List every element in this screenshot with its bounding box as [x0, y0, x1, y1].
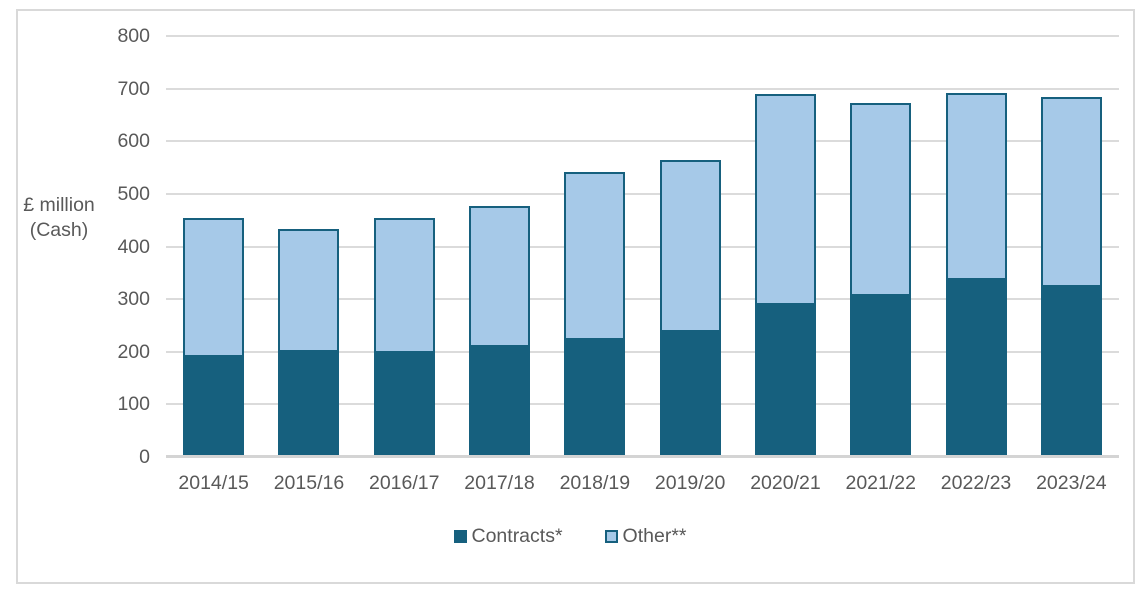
bars-layer: [166, 36, 1119, 457]
legend-label: Contracts*: [471, 525, 563, 547]
y-tick-label-300: 300: [117, 288, 150, 311]
x-tick-label-2022/23: 2022/23: [940, 472, 1012, 494]
bar-segment-contracts: [185, 354, 243, 455]
bar-segment-other: [661, 161, 719, 331]
y-axis-tick-labels: 0 100 200 300 400 500 600 700 800: [0, 0, 160, 594]
x-axis-tick-labels: 2014/15 2015/16 2016/17 2017/18 2018/19 2019/…: [166, 470, 1119, 496]
bar-segment-other: [185, 220, 243, 355]
y-tick-label-100: 100: [117, 393, 150, 416]
bar-2021/22: [850, 102, 912, 457]
y-tick-label-400: 400: [117, 235, 150, 258]
bar-2019/20: [659, 159, 721, 457]
bar-segment-contracts: [566, 338, 624, 455]
y-tick-label-700: 700: [117, 77, 150, 100]
bar-slot: [166, 36, 261, 457]
legend: Contracts* Other**: [0, 524, 1140, 548]
legend-item-Contracts: Contracts*: [453, 524, 563, 548]
bar-slot: [261, 36, 356, 457]
gridline-500: [166, 192, 1119, 195]
legend-label: Other**: [622, 525, 687, 547]
bar-segment-contracts: [1042, 284, 1100, 455]
bar-segment-other: [852, 104, 910, 295]
x-tick-label-2019/20: 2019/20: [654, 472, 726, 494]
x-tick-label-2021/22: 2021/22: [845, 472, 916, 494]
gridline-600: [166, 140, 1119, 143]
bar-slot: [833, 36, 928, 457]
y-tick-label-600: 600: [117, 130, 150, 153]
bar-2017/18: [469, 205, 531, 457]
bar-segment-contracts: [756, 302, 814, 455]
bar-2018/19: [564, 171, 626, 457]
bar-2020/21: [754, 93, 816, 457]
bar-segment-other: [1042, 99, 1100, 285]
bar-2022/23: [945, 93, 1007, 457]
bar-2014/15: [183, 218, 245, 457]
y-tick-label-200: 200: [117, 340, 150, 363]
x-tick-label-2014/15: 2014/15: [178, 472, 249, 494]
bar-slot: [452, 36, 547, 457]
bar-segment-contracts: [280, 350, 338, 455]
legend-marker-icon: [604, 529, 618, 543]
gridline-800: [166, 35, 1119, 37]
bar-segment-other: [280, 231, 338, 351]
bar-slot: [1024, 36, 1119, 457]
x-tick-label-2023/24: 2023/24: [1036, 472, 1107, 494]
x-tick-label-2015/16: 2015/16: [273, 472, 345, 494]
y-axis-title: £ million (Cash): [8, 193, 110, 243]
bar-2015/16: [278, 229, 340, 457]
bar-segment-contracts: [947, 277, 1005, 455]
y-axis-title-line2: (Cash): [29, 219, 89, 241]
bar-segment-contracts: [375, 350, 433, 455]
y-axis-title-line1: £ million: [23, 194, 95, 216]
gridline-200: [166, 350, 1119, 353]
bar-segment-contracts: [852, 294, 910, 455]
gridline-300: [166, 298, 1119, 301]
y-tick-label-500: 500: [117, 182, 150, 205]
bar-slot: [643, 36, 738, 457]
x-tick-label-2020/21: 2020/21: [750, 472, 821, 494]
y-tick-label-800: 800: [117, 25, 150, 47]
x-axis-line: [166, 455, 1119, 458]
bar-segment-contracts: [661, 330, 719, 455]
bar-segment-contracts: [471, 345, 529, 455]
bar-slot: [547, 36, 642, 457]
bar-segment-other: [566, 173, 624, 339]
bar-slot: [928, 36, 1023, 457]
bar-segment-other: [375, 220, 433, 351]
bar-2023/24: [1040, 97, 1102, 457]
legend-item-Other: Other**: [604, 524, 687, 548]
gridline-100: [166, 403, 1119, 406]
bar-2016/17: [373, 218, 435, 457]
chart-outer-border: [16, 9, 1135, 584]
y-tick-label-0: 0: [139, 446, 150, 468]
x-tick-label-2017/18: 2017/18: [464, 472, 535, 494]
x-tick-label-2018/19: 2018/19: [559, 472, 631, 494]
bar-slot: [357, 36, 452, 457]
legend-marker-icon: [453, 529, 467, 543]
bar-segment-other: [947, 95, 1005, 278]
bar-slot: [738, 36, 833, 457]
bar-segment-other: [756, 95, 814, 303]
plot-area: [166, 35, 1119, 458]
x-tick-label-2016/17: 2016/17: [368, 472, 440, 494]
gridline-400: [166, 245, 1119, 248]
bar-segment-other: [471, 207, 529, 346]
gridline-700: [166, 87, 1119, 90]
